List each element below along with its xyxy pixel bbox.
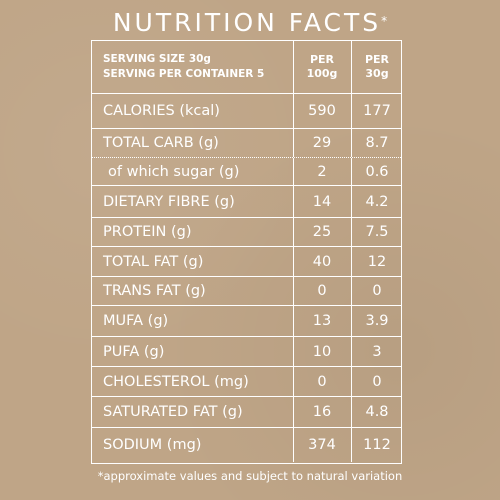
column-divider [351,186,352,217]
value-per-30g: 0.6 [365,163,389,180]
column-divider [293,41,294,93]
column-divider [293,247,294,276]
value-per-30g: 177 [363,103,391,119]
nutrient-row-cholesterol: CHOLESTEROL (mg) 0 0 [92,366,401,396]
value-per-100g: 10 [312,343,332,360]
servings-per-container: SERVING PER CONTAINER 5 [103,68,265,80]
value-per-30g: 112 [363,437,391,453]
value-per-100g: 40 [312,253,332,270]
serving-size: SERVING SIZE 30g [103,53,211,65]
value-per-100g: 13 [312,313,332,329]
column-divider [351,158,352,185]
footnote: *approximate values and subject to natur… [97,469,403,483]
column-divider [351,247,352,276]
per-100g-header-line2: 100g [306,67,338,80]
value-per-100g: 14 [312,193,332,210]
nutrient-row-total-carb: TOTAL CARB (g) 29 8.7 [92,128,401,157]
serving-info: SERVING SIZE 30g SERVING PER CONTAINER 5 [92,41,293,93]
column-divider [293,428,294,462]
column-divider [293,397,294,427]
column-divider [293,129,294,157]
value-per-30g: 12 [367,253,387,270]
column-divider [293,337,294,366]
value-per-30g: 8.7 [365,135,389,151]
title-asterisk: * [381,14,388,28]
nutrient-label: SATURATED FAT (g) [103,404,243,420]
value-per-30g: 4.2 [365,193,389,210]
column-divider [351,94,352,128]
column-divider [351,367,352,396]
value-per-30g: 4.8 [365,404,389,420]
column-divider [351,306,352,336]
per-30g-header-line2: 30g [365,67,389,80]
column-divider [351,218,352,246]
column-divider [351,397,352,427]
value-per-100g: 16 [312,404,332,420]
value-per-30g: 3 [372,343,382,360]
nutrition-table: SERVING SIZE 30g SERVING PER CONTAINER 5… [91,40,402,464]
column-divider [293,186,294,217]
nutrient-row-calories: CALORIES (kcal) 590 177 [92,93,401,128]
column-divider [351,337,352,366]
value-per-30g: 7.5 [365,224,389,240]
column-divider [351,277,352,305]
value-per-100g: 25 [312,224,332,240]
nutrient-row-total-fat: TOTAL FAT (g) 40 12 [92,246,401,276]
value-per-100g: 29 [312,135,332,151]
column-divider [293,277,294,305]
column-divider [351,428,352,462]
column-divider [351,41,352,93]
value-per-30g: 0 [372,373,382,390]
nutrient-label: CHOLESTEROL (mg) [103,373,249,390]
nutrient-row-dietary-fibre: DIETARY FIBRE (g) 14 4.2 [92,185,401,217]
nutrient-label: TOTAL FAT (g) [103,253,204,270]
nutrient-row-sugar: of which sugar (g) 2 0.6 [92,157,401,185]
value-per-30g: 3.9 [365,313,389,329]
nutrient-row-trans-fat: TRANS FAT (g) 0 0 [92,276,401,305]
column-divider [293,306,294,336]
value-per-100g: 0 [317,373,327,390]
nutrient-label: of which sugar (g) [108,163,240,180]
per-30g-header-line1: PER [364,53,390,66]
nutrient-label: PUFA (g) [103,343,165,360]
nutrient-label: CALORIES (kcal) [103,103,220,119]
per-100g-header: PER 100g [293,41,351,93]
per-100g-header-line1: PER [309,53,335,66]
nutrition-title: NUTRITION FACTS* [0,8,500,38]
column-divider [293,367,294,396]
title-text: NUTRITION FACTS [112,8,382,37]
value-per-100g: 2 [317,163,327,180]
value-per-30g: 0 [372,283,382,299]
column-divider [351,129,352,157]
nutrient-row-sodium: SODIUM (mg) 374 112 [92,427,401,462]
nutrient-label: SODIUM (mg) [103,437,202,453]
nutrient-label: PROTEIN (g) [103,224,192,240]
nutrient-row-mufa: MUFA (g) 13 3.9 [92,305,401,336]
value-per-100g: 590 [308,103,336,119]
per-30g-header: PER 30g [351,41,403,93]
value-per-100g: 0 [317,283,327,299]
column-divider [293,158,294,185]
header-row: SERVING SIZE 30g SERVING PER CONTAINER 5… [92,41,401,93]
nutrient-row-saturated-fat: SATURATED FAT (g) 16 4.8 [92,396,401,427]
column-divider [293,218,294,246]
nutrient-label: MUFA (g) [103,313,169,329]
nutrient-label: TOTAL CARB (g) [103,135,219,151]
column-divider [293,94,294,128]
nutrient-row-pufa: PUFA (g) 10 3 [92,336,401,366]
nutrient-label: TRANS FAT (g) [103,283,206,299]
nutrient-label: DIETARY FIBRE (g) [103,193,235,210]
nutrient-row-protein: PROTEIN (g) 25 7.5 [92,217,401,246]
value-per-100g: 374 [308,437,336,453]
